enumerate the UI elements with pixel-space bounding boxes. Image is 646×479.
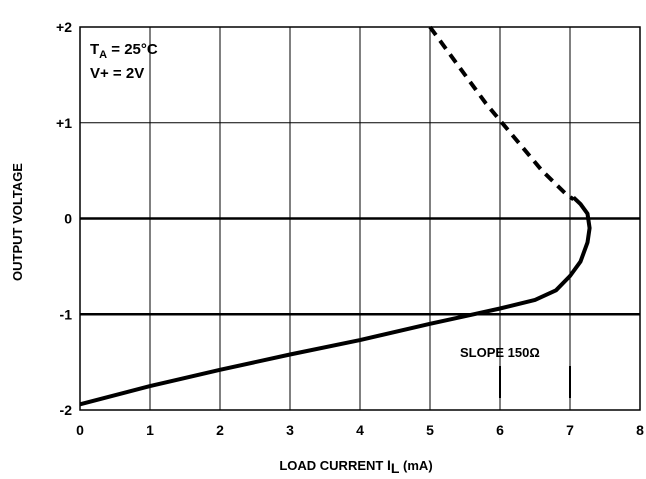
series-line-1-solid [79,195,592,407]
x-axis-label: LOAD CURRENT IL (mA) [279,457,432,476]
ta-value: = 25°C [107,41,158,58]
x-tick-label-3: 3 [286,422,294,438]
x-axis-label-text: LOAD CURRENT [279,458,383,473]
vplus-condition: V+ = 2V [90,65,144,82]
x-tick-label-8: 8 [636,422,644,438]
x-tick-label-6: 6 [496,422,504,438]
ta-condition: TA = 25°C [90,41,158,61]
slope-markers [499,366,571,398]
y-tick-label-3: -1 [60,306,73,322]
x-tick-label-7: 7 [566,422,574,438]
x-axis-label-subscript: L [391,460,400,476]
slope-annotation: SLOPE 150Ω [460,345,540,360]
x-axis-label-symbol: I [387,457,391,473]
series-line-0-dashed [428,25,575,201]
x-tick-label-0: 0 [76,422,84,438]
y-tick-label-2: 0 [64,211,72,227]
x-tick-label-5: 5 [426,422,434,438]
x-tick-label-4: 4 [356,422,364,438]
x-axis-label-unit: (mA) [403,458,433,473]
ta-subscript: A [99,49,107,61]
y-tick-label-4: -2 [60,402,73,418]
plot-border [79,26,641,411]
tick-labels: 0 1 2 3 4 5 6 7 8 +2 +1 0 -1 -2 [56,19,644,438]
plot-frame [79,26,641,411]
x-tick-label-1: 1 [146,422,154,438]
series-group [79,25,592,407]
y-tick-label-0: +2 [56,19,72,35]
y-tick-label-1: +1 [56,115,72,131]
y-axis-label: OUTPUT VOLTAGE [10,163,25,281]
x-tick-label-2: 2 [216,422,224,438]
ta-symbol: T [90,41,99,58]
grid-lines [79,26,641,411]
